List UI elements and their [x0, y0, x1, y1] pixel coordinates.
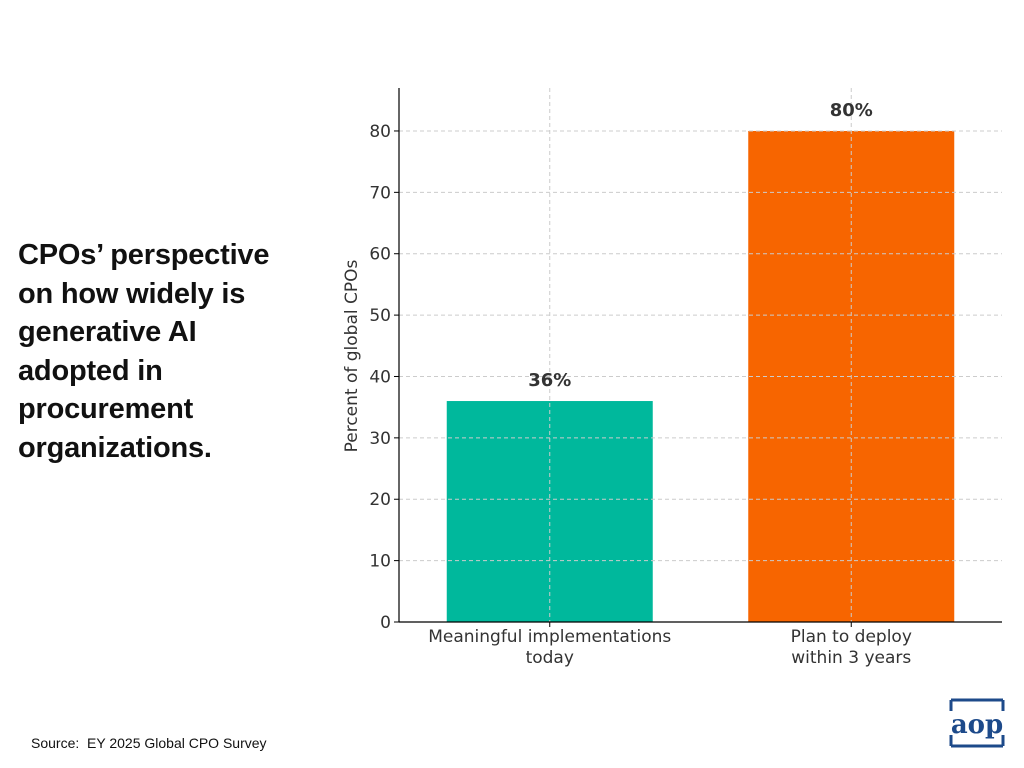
headline-line-4: adopted in: [18, 354, 163, 387]
bar-chart: 0 10 20 30 40 50 60 70 80 36% 80% Meaningful implem…: [342, 88, 1002, 668]
source-note: Source: EY 2025 Global CPO Survey: [31, 735, 267, 751]
xtick-label-1-line-1: Meaningful implementations: [428, 627, 671, 647]
xtick-label-1-line-2: today: [526, 648, 574, 668]
ytick-label-70: 70: [369, 183, 391, 203]
logo-text: aop: [951, 710, 1003, 740]
xtick-label-2-line-2: within 3 years: [791, 648, 911, 668]
ytick-label-0: 0: [380, 613, 391, 633]
data-label-2: 80%: [830, 100, 873, 121]
ytick-label-10: 10: [369, 552, 391, 572]
y-axis-label: Percent of global CPOs: [342, 259, 362, 452]
headline-line-2: on how widely is: [18, 277, 246, 310]
ytick-label-40: 40: [369, 367, 391, 387]
aop-logo: aop: [949, 698, 1005, 748]
headline-line-5: procurement: [18, 393, 194, 425]
data-label-1: 36%: [528, 370, 571, 391]
headline-line-1: CPOs’ perspective: [18, 239, 270, 271]
ytick-label-20: 20: [369, 490, 391, 510]
ytick-label-30: 30: [369, 429, 391, 449]
headline: CPOs’ perspective on how widely is gener…: [18, 236, 318, 467]
headline-line-3: generative AI: [18, 316, 197, 348]
ytick-label-50: 50: [369, 306, 391, 326]
xtick-label-2-line-1: Plan to deploy: [791, 627, 912, 647]
ytick-label-60: 60: [369, 245, 391, 265]
headline-line-6: organizations.: [18, 431, 212, 464]
ytick-label-80: 80: [369, 122, 391, 142]
